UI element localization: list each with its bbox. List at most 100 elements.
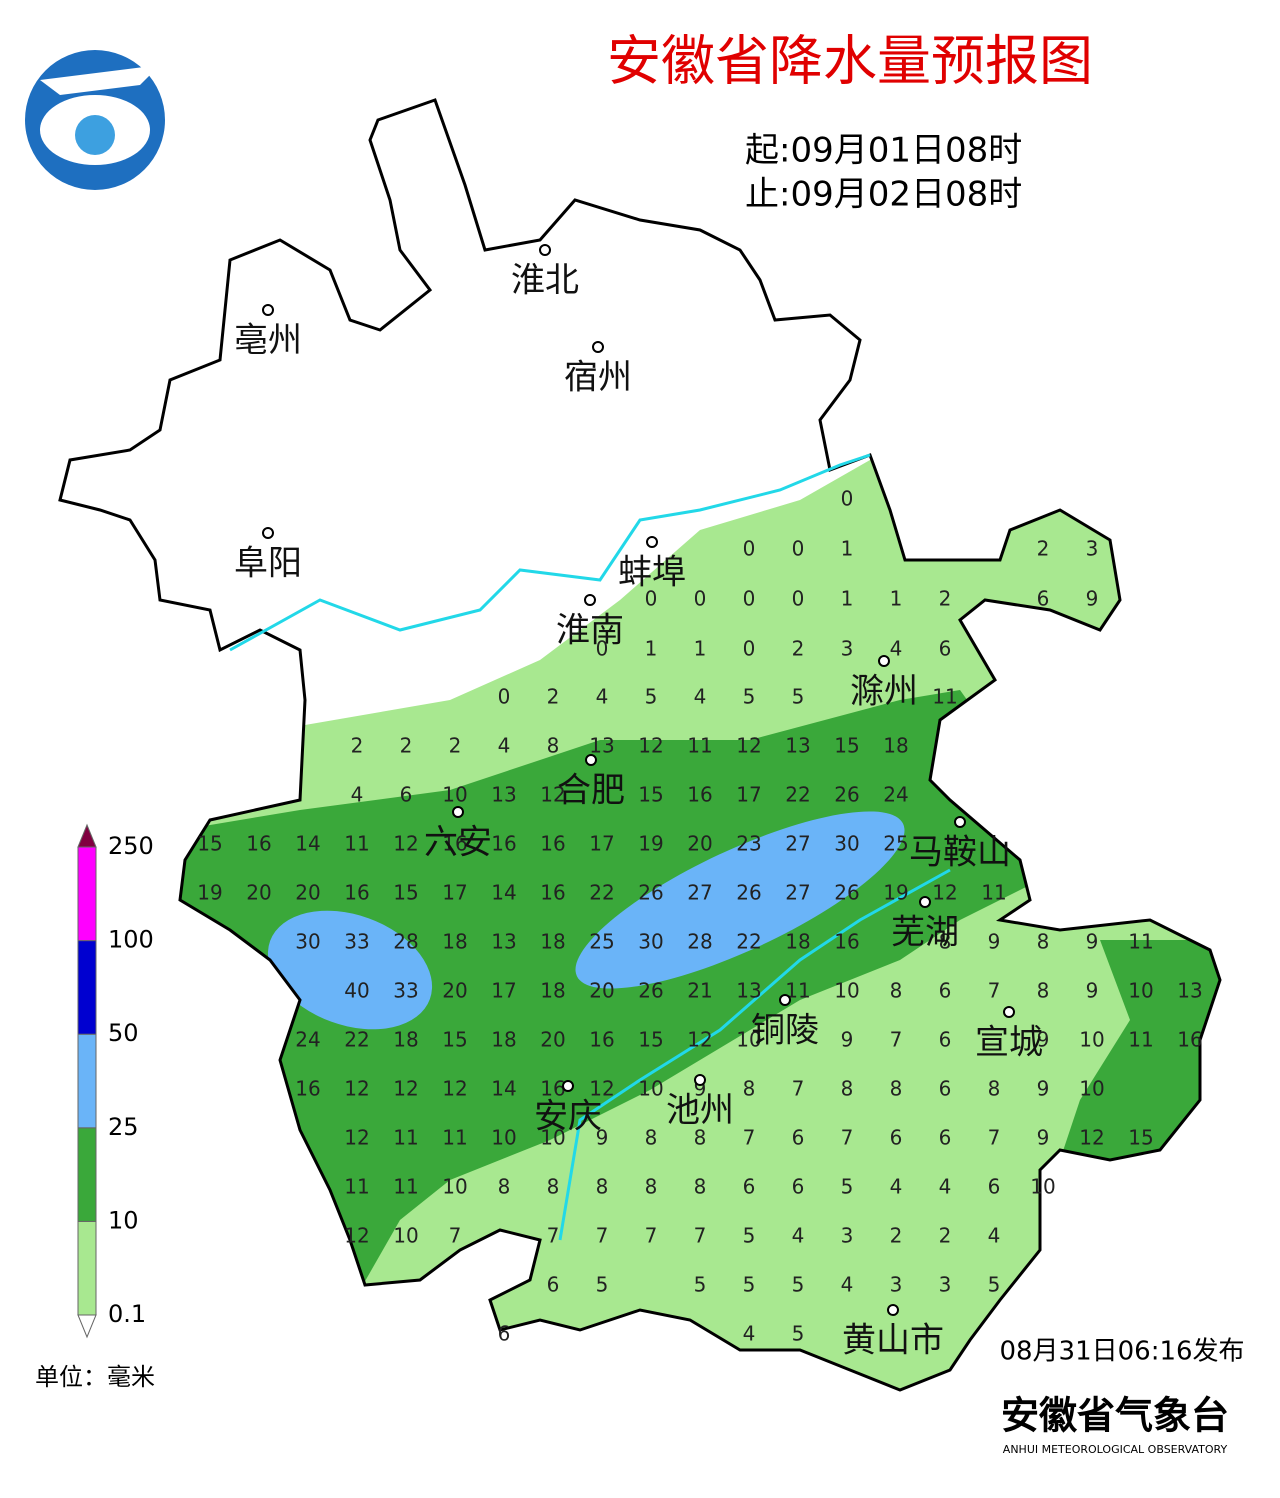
- grid-value: 18: [883, 734, 908, 758]
- grid-value: 3: [841, 637, 854, 661]
- grid-value: 17: [491, 979, 516, 1003]
- end-time: 止:09月02日08时: [745, 175, 1022, 215]
- grid-value: 18: [540, 930, 565, 954]
- grid-value: 1: [841, 537, 854, 561]
- city-label: 蚌埠: [618, 553, 686, 593]
- grid-value: 10: [540, 1126, 565, 1150]
- grid-value: 16: [834, 930, 859, 954]
- city-dot: [646, 536, 658, 548]
- grid-value: 11: [1128, 930, 1153, 954]
- grid-value: 12: [687, 1028, 712, 1052]
- grid-value: 16: [344, 881, 369, 905]
- grid-value: 25: [589, 930, 614, 954]
- grid-value: 26: [736, 881, 761, 905]
- legend-swatch: [77, 940, 97, 1035]
- city-label: 马鞍山: [909, 833, 1011, 873]
- grid-value: 22: [589, 881, 614, 905]
- issued-time: 08月31日06:16发布: [999, 1337, 1244, 1367]
- grid-value: 4: [351, 783, 364, 807]
- grid-value: 16: [540, 832, 565, 856]
- grid-value: 6: [743, 1175, 756, 1199]
- logo: [25, 50, 165, 190]
- grid-value: 2: [890, 1224, 903, 1248]
- grid-value: 11: [344, 1175, 369, 1199]
- grid-value: 22: [785, 783, 810, 807]
- grid-value: 7: [988, 979, 1001, 1003]
- grid-value: 10: [736, 1028, 761, 1052]
- grid-value: 6: [792, 1126, 805, 1150]
- grid-value: 24: [295, 1028, 320, 1052]
- grid-value: 24: [883, 783, 908, 807]
- grid-value: 4: [743, 1322, 756, 1346]
- grid-value: 17: [589, 832, 614, 856]
- grid-value: 16: [589, 1028, 614, 1052]
- grid-value: 9: [1086, 979, 1099, 1003]
- grid-value: 11: [393, 1126, 418, 1150]
- grid-value: 6: [939, 637, 952, 661]
- grid-value: 9: [1037, 1126, 1050, 1150]
- grid-value: 12: [344, 1126, 369, 1150]
- grid-value: 10: [1079, 1028, 1104, 1052]
- grid-value: 5: [988, 1273, 1001, 1297]
- city-label: 阜阳: [234, 544, 302, 584]
- grid-value: 16: [540, 881, 565, 905]
- city-dot: [1003, 1006, 1015, 1018]
- city-dot: [919, 896, 931, 908]
- grid-value: 2: [400, 734, 413, 758]
- grid-value: 5: [743, 1224, 756, 1248]
- grid-value: 8: [988, 1077, 1001, 1101]
- grid-value: 12: [393, 832, 418, 856]
- grid-value: 1: [841, 587, 854, 611]
- grid-value: 6: [939, 1077, 952, 1101]
- grid-value: 8: [743, 1077, 756, 1101]
- grid-value: 8: [645, 1175, 658, 1199]
- grid-value: 22: [344, 1028, 369, 1052]
- grid-value: 30: [295, 930, 320, 954]
- grid-value: 20: [589, 979, 614, 1003]
- legend-label: 100: [108, 926, 154, 954]
- grid-value: 21: [687, 979, 712, 1003]
- legend-label: 250: [108, 832, 154, 860]
- grid-value: 33: [344, 930, 369, 954]
- grid-value: 1: [694, 637, 707, 661]
- grid-value: 2: [939, 587, 952, 611]
- grid-value: 15: [1128, 1126, 1153, 1150]
- grid-value: 6: [1037, 587, 1050, 611]
- grid-value: 12: [442, 1077, 467, 1101]
- grid-value: 2: [449, 734, 462, 758]
- grid-value: 13: [736, 979, 761, 1003]
- legend-label: 10: [108, 1206, 139, 1234]
- grid-value: 7: [694, 1224, 707, 1248]
- city-label: 黄山市: [842, 1321, 944, 1361]
- grid-value: 28: [687, 930, 712, 954]
- grid-value: 9: [841, 1028, 854, 1052]
- grid-value: 33: [393, 979, 418, 1003]
- grid-value: 6: [890, 1126, 903, 1150]
- grid-value: 3: [841, 1224, 854, 1248]
- grid-value: 10: [442, 1175, 467, 1199]
- grid-value: 0: [792, 537, 805, 561]
- grid-value: 40: [344, 979, 369, 1003]
- start-time: 起:09月01日08时: [745, 131, 1022, 171]
- grid-value: 8: [498, 1175, 511, 1199]
- grid-value: 7: [841, 1126, 854, 1150]
- grid-value: 0: [841, 487, 854, 511]
- grid-value: 0: [694, 587, 707, 611]
- legend-arrow-top: [77, 823, 97, 848]
- legend-swatch: [77, 1220, 97, 1316]
- grid-value: 10: [1079, 1077, 1104, 1101]
- city-label: 安庆: [534, 1097, 602, 1137]
- grid-value: 20: [687, 832, 712, 856]
- grid-value: 18: [393, 1028, 418, 1052]
- grid-value: 16: [442, 832, 467, 856]
- city-dot: [262, 527, 274, 539]
- grid-value: 1: [890, 587, 903, 611]
- grid-value: 9: [988, 930, 1001, 954]
- city-dot: [592, 341, 604, 353]
- city-dot: [779, 994, 791, 1006]
- city-dot: [562, 1080, 574, 1092]
- grid-value: 4: [792, 1224, 805, 1248]
- grid-value: 0: [743, 637, 756, 661]
